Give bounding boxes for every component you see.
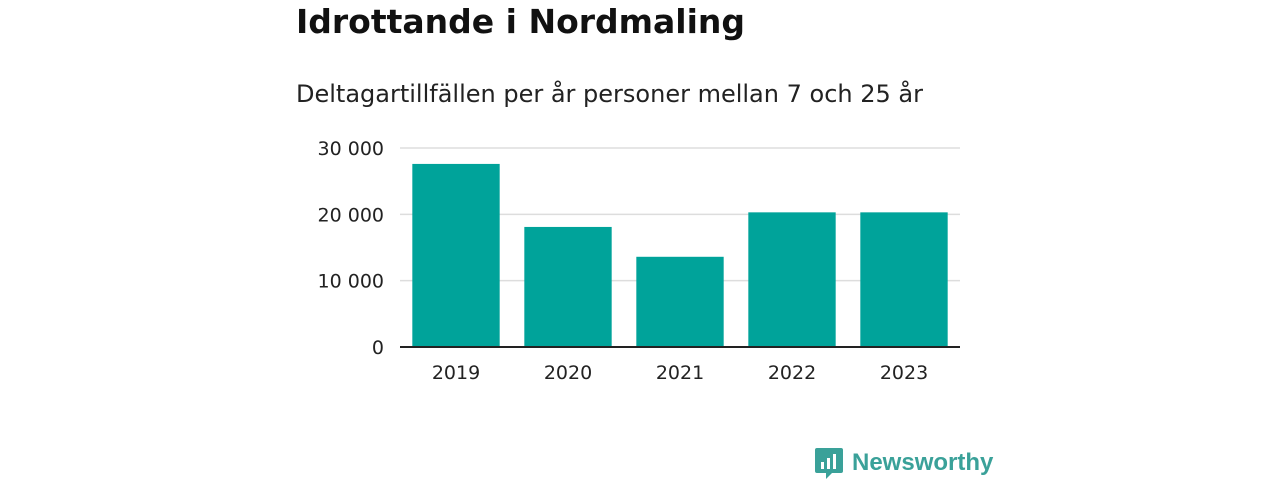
x-tick-label: 2023 <box>880 362 928 384</box>
x-tick-label: 2020 <box>544 362 592 384</box>
y-tick-label: 10 000 <box>318 271 384 293</box>
x-tick-label: 2021 <box>656 362 704 384</box>
y-tick-label: 20 000 <box>318 204 384 226</box>
newsworthy-logo-icon <box>815 448 843 479</box>
bar-2021 <box>636 256 724 347</box>
bar-2019 <box>412 163 500 347</box>
newsworthy-brand: Newsworthy <box>814 446 993 480</box>
bar-2022 <box>748 212 836 347</box>
bar-2020 <box>524 226 612 347</box>
bar-chart: 0 10 000 20 000 30 000 2019 2020 2021 2022 2023 <box>318 138 960 384</box>
chart-title: Idrottande i Nordmaling <box>296 2 746 41</box>
y-tick-label: 0 <box>372 337 384 359</box>
brand-name: Newsworthy <box>852 449 994 476</box>
bar-2023 <box>860 212 948 347</box>
y-tick-label: 30 000 <box>318 138 384 160</box>
chart-subtitle: Deltagartillfällen per år personer mella… <box>296 80 923 108</box>
x-tick-label: 2019 <box>432 362 480 384</box>
x-tick-label: 2022 <box>768 362 816 384</box>
